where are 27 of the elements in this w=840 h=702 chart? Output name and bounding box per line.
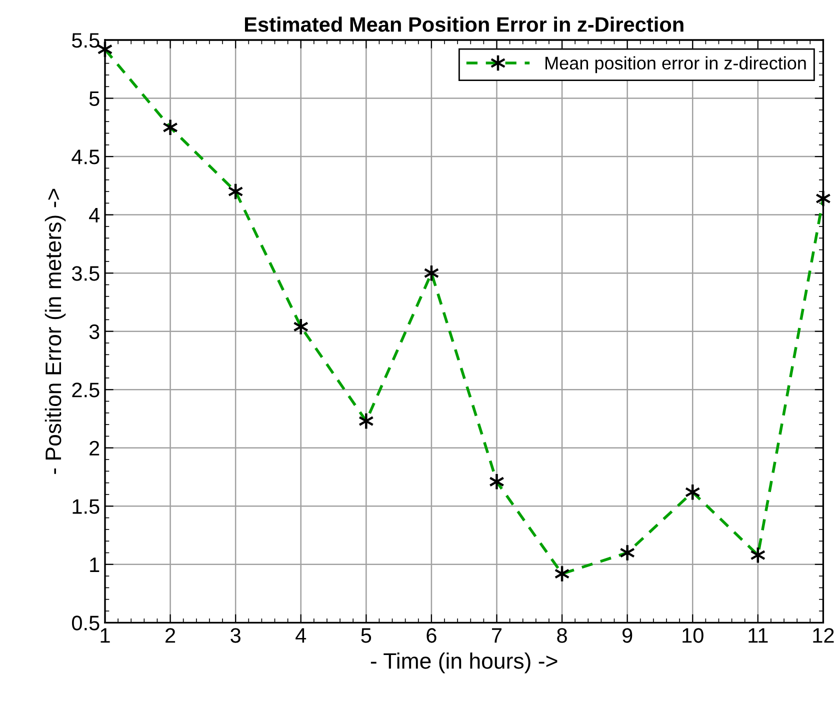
y-tick-label: 1 xyxy=(90,558,100,572)
x-tick-label: 8 xyxy=(557,628,567,643)
x-tick-label: 1 xyxy=(100,628,110,643)
x-tick-label: 4 xyxy=(296,628,306,643)
legend-label: Mean position error in z-direction xyxy=(546,56,806,74)
y-tick-label: 2.5 xyxy=(72,382,100,398)
x-tick-label: 7 xyxy=(492,628,502,643)
x-tick-label: 10 xyxy=(682,628,704,643)
y-tick-label: 5.5 xyxy=(72,33,100,48)
y-tick-label: 5 xyxy=(89,91,100,106)
x-tick-label: 11 xyxy=(748,628,768,643)
x-tick-label: 5 xyxy=(361,628,372,643)
y-tick-label: 0.5 xyxy=(72,616,100,630)
x-tick-label: 3 xyxy=(230,628,240,643)
y-tick-label: 4.5 xyxy=(72,150,100,164)
chart-title: Estimated Mean Position Error in z-Direction xyxy=(244,16,684,32)
x-tick-label: 12 xyxy=(813,628,834,643)
x-axis-title: - Time (in hours) -> xyxy=(370,652,558,674)
y-tick-label: 3 xyxy=(89,324,100,340)
y-tick-label: 2 xyxy=(90,440,100,456)
x-tick-label: 6 xyxy=(426,628,436,643)
y-tick-label: 1.5 xyxy=(72,499,100,514)
y-axis-title: - Position Error (in meters) -> xyxy=(44,188,66,474)
x-tick-label: 9 xyxy=(622,628,632,643)
x-tick-label: 2 xyxy=(166,628,176,643)
y-tick-label: 3.5 xyxy=(72,266,100,281)
y-tick-label: 4 xyxy=(89,208,100,222)
